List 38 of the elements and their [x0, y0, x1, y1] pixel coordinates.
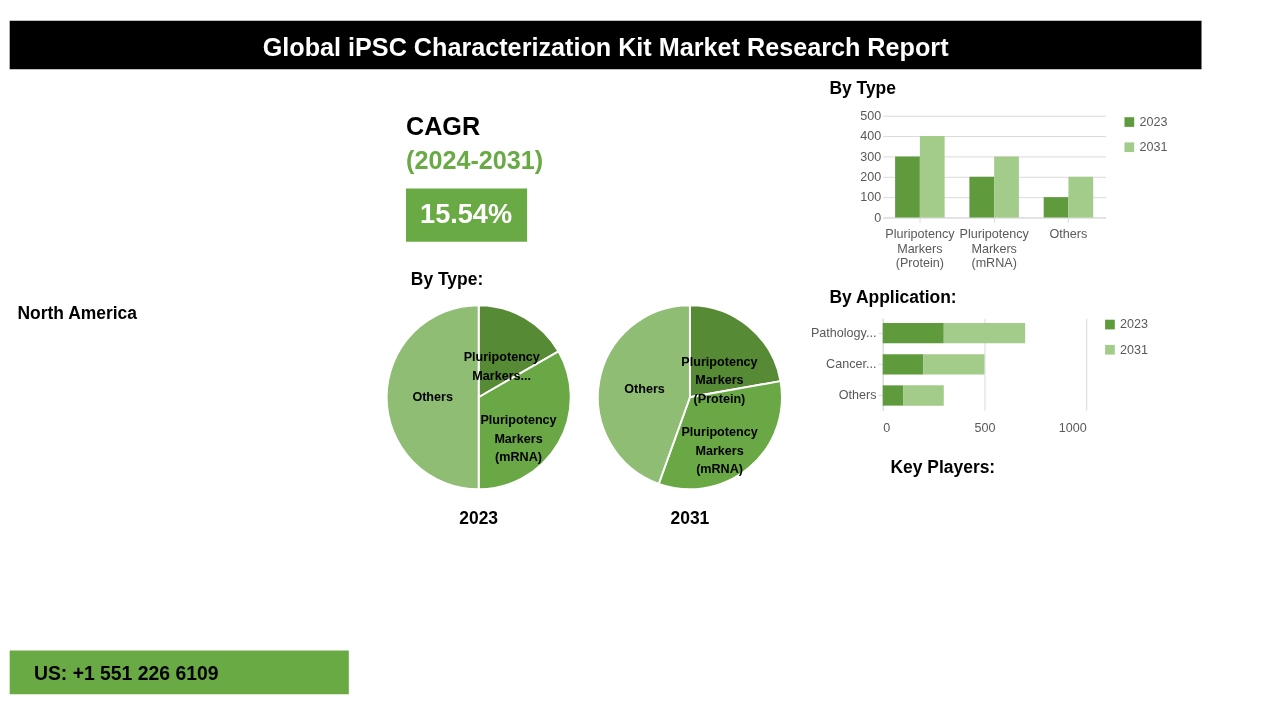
text: Key Players:	[890, 457, 996, 478]
slice-label: Others	[624, 382, 665, 397]
x-tick-label: Others	[1049, 227, 1088, 242]
legend-label: 2031	[1120, 342, 1149, 357]
x-tick-label: 1000	[1058, 421, 1087, 436]
bar	[895, 156, 920, 218]
y-tick-label: 100	[860, 190, 882, 205]
x-tick-label: Pluripotency Markers (Protein)	[885, 227, 956, 271]
legend-label: 2023	[1139, 114, 1168, 129]
y-tick-label: Others	[838, 388, 877, 403]
y-tick-label: Pathology...	[810, 325, 877, 340]
bar	[1068, 176, 1094, 218]
x-tick-label: Pluripotency Markers (mRNA)	[959, 227, 1030, 271]
text: Global iPSC Characterization Kit Market Research Report	[262, 32, 950, 61]
y-tick-label: 400	[860, 129, 882, 144]
text: North America	[17, 303, 138, 324]
y-tick-label: Cancer...	[826, 357, 877, 372]
bar	[969, 176, 995, 218]
chart-title: By Application:	[829, 286, 957, 307]
text: 2023	[459, 508, 499, 529]
y-tick-label: 500	[860, 109, 882, 124]
bar	[994, 156, 1019, 218]
x-tick-label: 500	[974, 421, 996, 436]
text: (2024-2031)	[406, 146, 544, 175]
text: 2031	[670, 508, 710, 529]
text: US: +1 551 226 6109	[33, 661, 219, 684]
text: By Type:	[410, 269, 484, 290]
legend-label: 2023	[1120, 317, 1149, 332]
y-tick-label: 200	[860, 170, 882, 185]
y-tick-label: 0	[874, 210, 882, 225]
bar	[919, 136, 945, 218]
bar	[1043, 197, 1069, 218]
legend-label: 2031	[1139, 140, 1168, 155]
text: CAGR	[406, 112, 481, 141]
y-tick-label: 300	[860, 149, 882, 164]
chart-title: By Type	[829, 78, 897, 99]
text: 15.54%	[420, 198, 513, 230]
slice-label: Others	[412, 390, 453, 405]
